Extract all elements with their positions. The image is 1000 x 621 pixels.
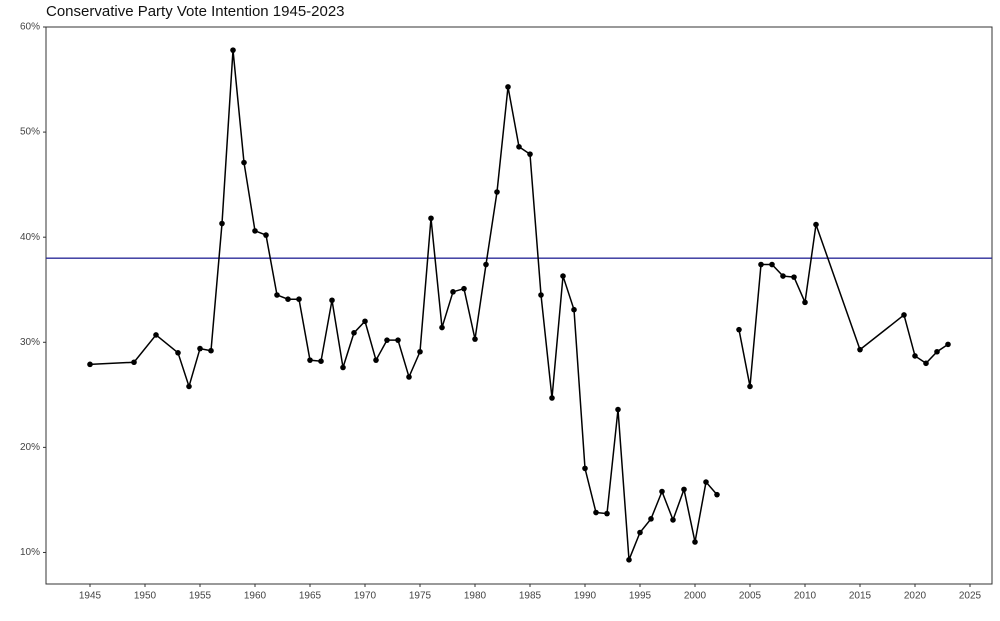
x-tick-label: 1995 [629,591,652,602]
x-tick-label: 1970 [354,591,377,602]
x-tick-label: 1965 [299,591,322,602]
x-tick-label: 2015 [849,591,872,602]
x-tick-label: 2025 [959,591,982,602]
point [505,84,511,90]
point [494,189,500,195]
point [582,465,588,472]
point [780,273,786,279]
point [934,348,940,355]
point [483,261,489,268]
point [912,353,918,359]
point [472,336,478,342]
point [901,312,907,318]
x-tick-label: 1955 [189,591,212,602]
point [549,395,555,401]
line [89,50,949,561]
point [703,479,709,485]
point [769,261,775,268]
point [560,273,566,279]
point [736,326,742,333]
point [802,299,808,306]
point [516,144,522,150]
point [175,349,181,356]
point [406,374,412,380]
x-tick-label: 1975 [409,591,432,602]
point [131,359,137,366]
point [395,337,401,343]
chart-title: Conservative Party Vote Intention 1945-2… [46,3,345,20]
x-tick-label: 2005 [739,591,762,602]
y-tick-label: 60% [20,22,40,33]
point [186,383,192,390]
x-tick-label: 2020 [904,591,927,602]
point [813,221,819,228]
point [923,360,929,367]
point [351,330,357,336]
x-tick-label: 2000 [684,591,707,602]
point [615,406,621,413]
point [758,261,764,268]
point [450,289,456,295]
point [384,337,390,343]
x-tick-label: 1945 [79,591,102,602]
y-tick-label: 50% [20,127,40,138]
point [296,296,302,302]
point [604,510,610,517]
point [659,488,665,495]
point [87,361,93,368]
point [714,491,720,498]
point [428,215,434,222]
point [692,539,698,545]
point [945,341,951,348]
point [461,285,467,292]
point [219,220,225,227]
x-tick-label: 1960 [244,591,267,602]
x-tick-label: 1950 [134,591,157,602]
point [791,274,797,280]
point [648,516,654,522]
point [252,228,258,234]
point [307,357,313,363]
y-tick-label: 20% [20,442,40,453]
point [626,557,632,563]
point [857,346,863,353]
point [285,296,291,302]
point [417,348,423,355]
point [681,486,687,493]
point [318,358,324,365]
point [340,364,346,371]
point [593,509,599,516]
point [747,383,753,390]
point [197,345,203,352]
point [527,151,533,157]
x-tick-label: 2010 [794,591,817,602]
point [329,297,335,304]
plot-frame [45,26,993,585]
y-tick-label: 10% [20,547,40,558]
point [263,232,269,238]
point [571,306,577,313]
x-tick-label: 1980 [464,591,487,602]
point [362,318,368,325]
point [241,159,247,166]
x-tick-label: 1990 [574,591,597,602]
point [637,529,643,536]
point [538,292,544,298]
point [670,517,676,523]
point [274,292,280,298]
point [230,47,236,53]
point [208,347,214,354]
point [373,357,379,363]
point [153,332,159,338]
y-tick-label: 40% [20,232,40,243]
y-tick-label: 30% [20,337,40,348]
point [439,324,445,331]
x-tick-label: 1985 [519,591,542,602]
